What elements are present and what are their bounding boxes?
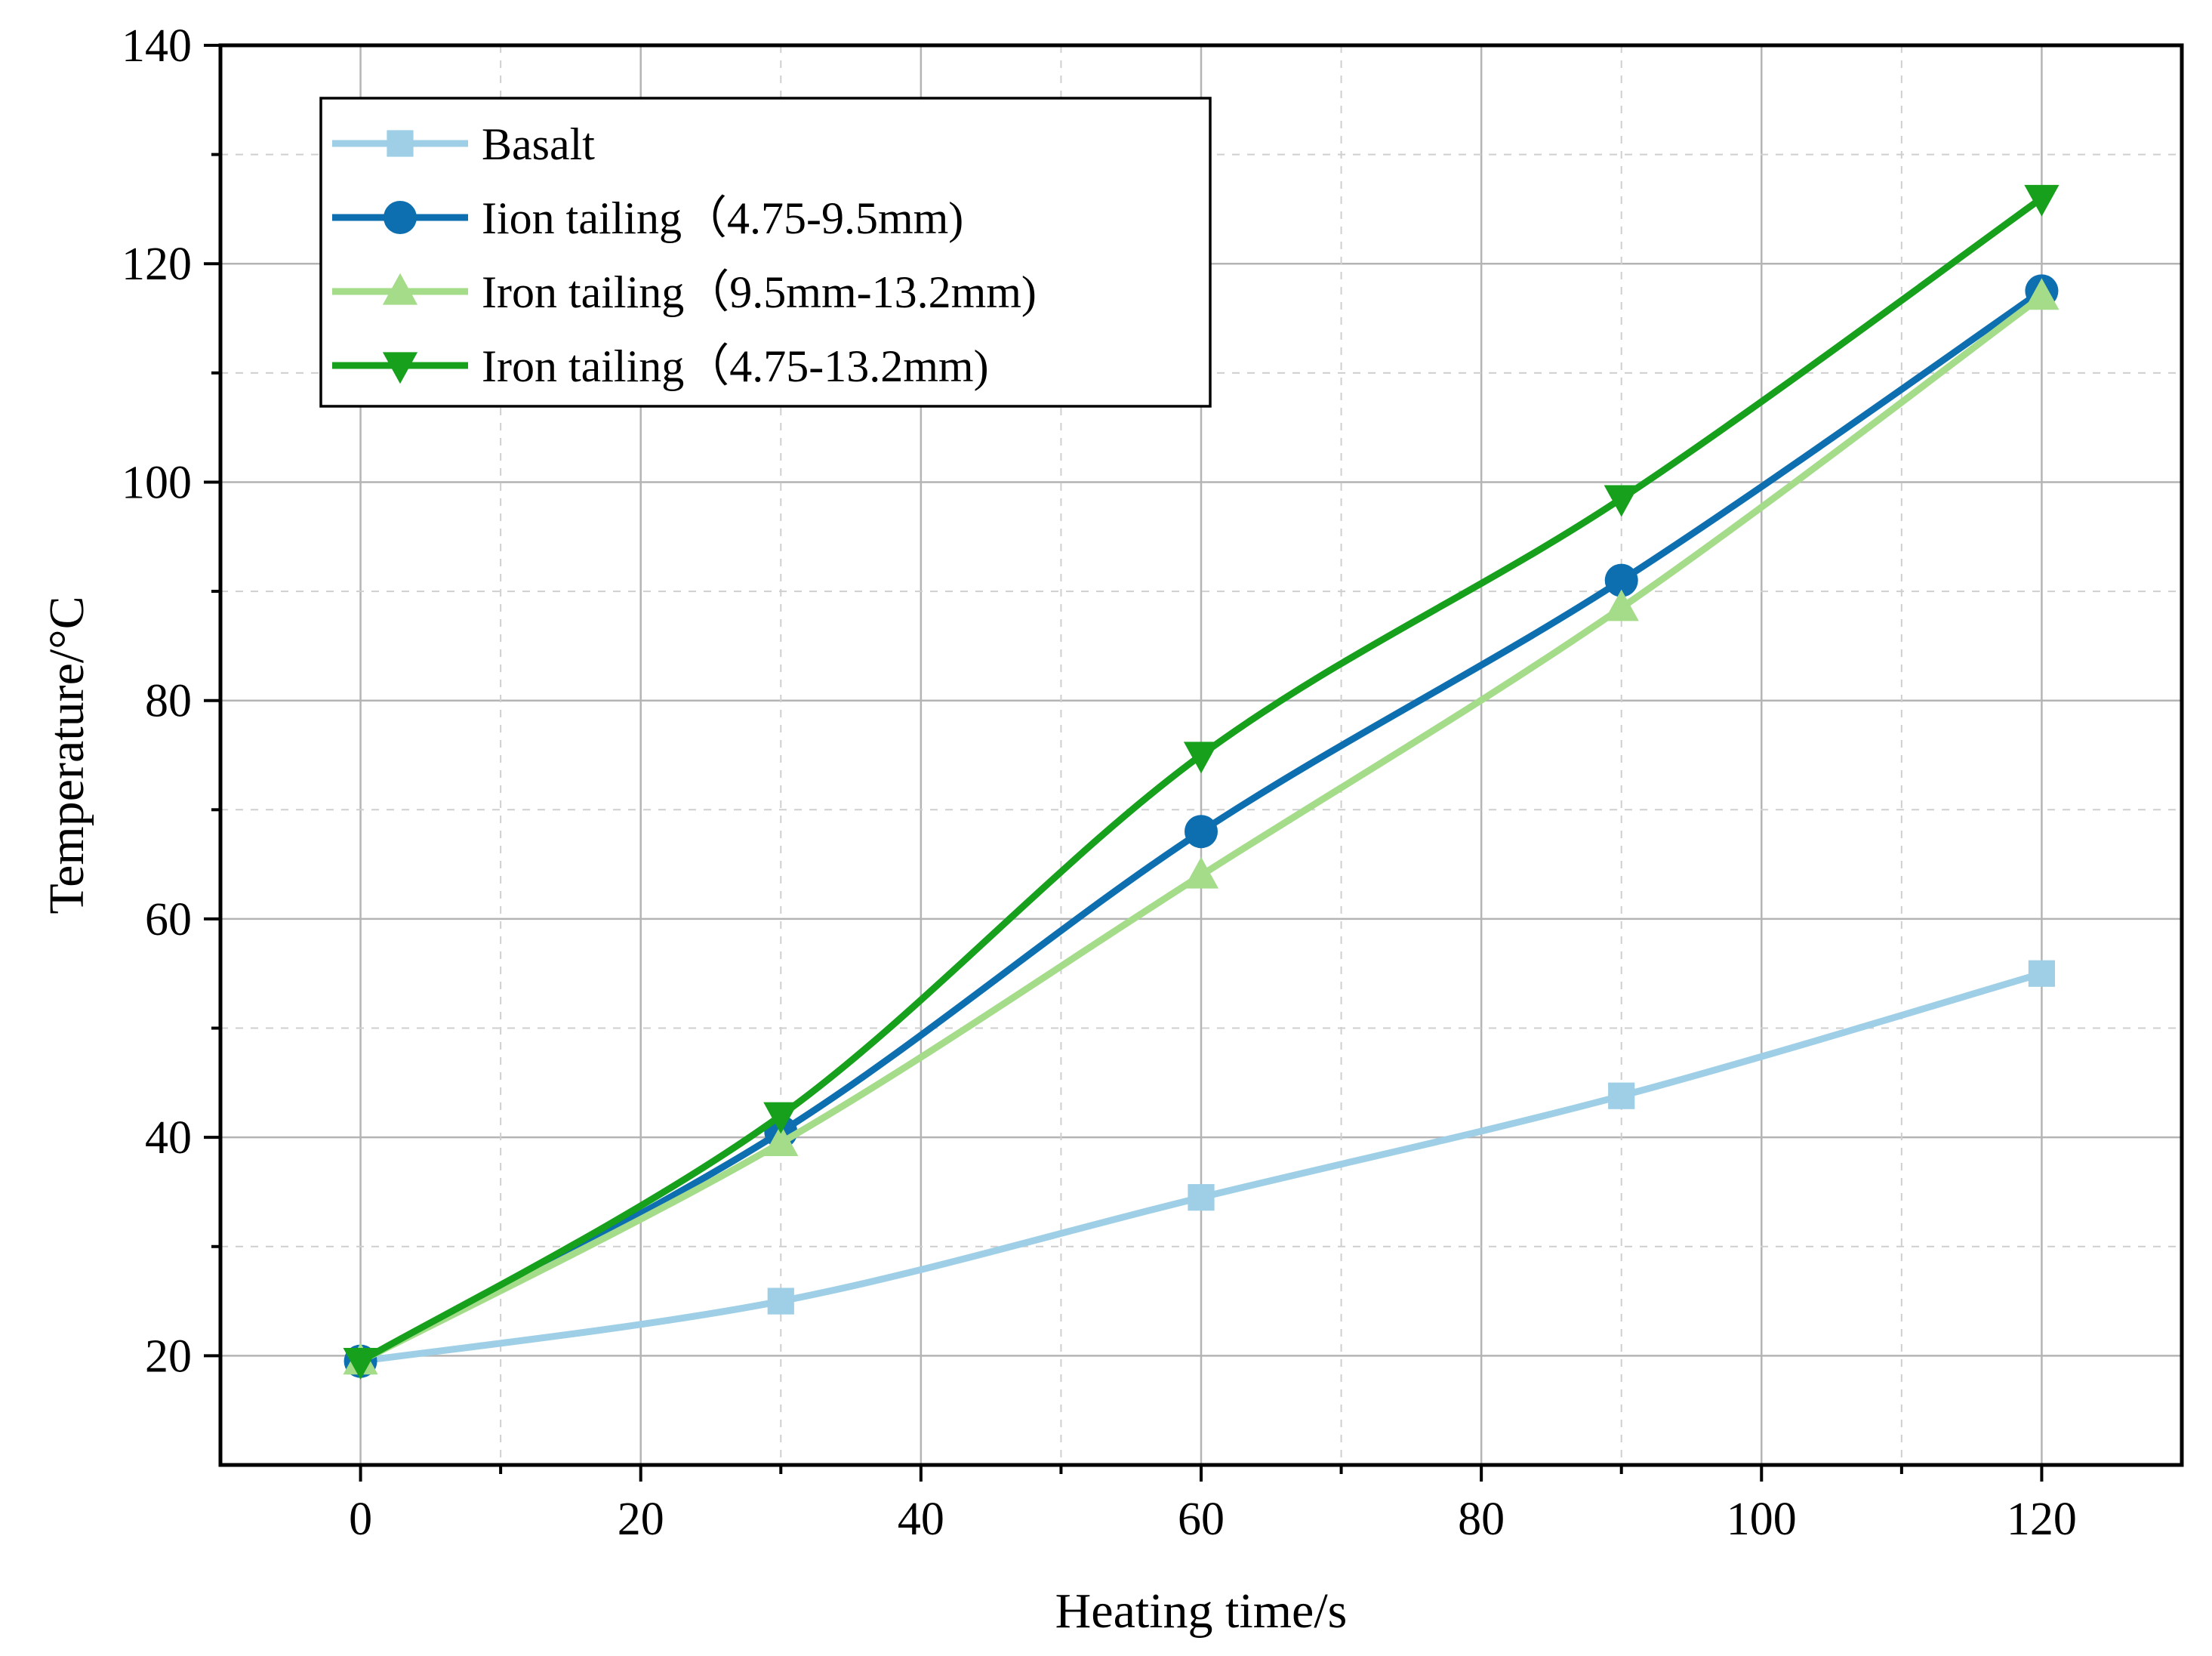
x-tick-label: 120 bbox=[2007, 1494, 2077, 1545]
series-3 bbox=[343, 184, 2060, 1380]
data-point bbox=[763, 1102, 799, 1134]
x-axis-title: Heating time/s bbox=[1055, 1584, 1348, 1639]
x-tick-label: 80 bbox=[1458, 1494, 1505, 1545]
data-point bbox=[2024, 184, 2060, 217]
data-point bbox=[767, 1287, 794, 1315]
legend-label: Iron tailing（9.5mm-13.2mm) bbox=[482, 267, 1037, 317]
legend-label: Iron tailing（4.75-13.2mm) bbox=[482, 341, 989, 391]
data-point bbox=[343, 1348, 378, 1380]
x-tick-label: 40 bbox=[898, 1494, 944, 1545]
legend-label: Basalt bbox=[482, 119, 595, 169]
y-tick-label: 100 bbox=[122, 457, 192, 508]
x-tick-label: 20 bbox=[618, 1494, 664, 1545]
data-point bbox=[2024, 278, 2060, 310]
y-tick-label: 40 bbox=[145, 1112, 192, 1164]
legend-marker bbox=[382, 273, 418, 305]
data-point bbox=[1604, 485, 1639, 517]
y-tick-label: 140 bbox=[122, 20, 192, 72]
y-axis-title: Temperature/°C bbox=[39, 596, 94, 914]
legend-marker bbox=[387, 130, 414, 157]
legend-marker bbox=[382, 352, 418, 384]
legend-marker bbox=[384, 201, 417, 234]
data-point bbox=[1188, 1184, 1215, 1211]
data-point bbox=[1608, 1082, 1635, 1109]
data-point bbox=[2028, 960, 2056, 987]
series-layer bbox=[343, 184, 2060, 1380]
y-tick-label: 60 bbox=[145, 894, 192, 945]
legend-box bbox=[319, 97, 1212, 408]
data-point bbox=[1183, 856, 1219, 889]
data-point bbox=[763, 1124, 799, 1156]
data-point bbox=[1604, 589, 1639, 621]
data-point bbox=[1604, 563, 1638, 597]
data-point bbox=[1183, 742, 1219, 774]
y-tick-label: 20 bbox=[145, 1331, 192, 1382]
x-tick-label: 60 bbox=[1178, 1494, 1225, 1545]
data-point bbox=[1185, 815, 1218, 849]
legend-label: Iion tailing（4.75-9.5mm) bbox=[482, 193, 963, 243]
x-tick-label: 0 bbox=[349, 1494, 372, 1545]
x-tick-label: 100 bbox=[1727, 1494, 1797, 1545]
axes: 0 20 40 60 80 100 120 20 40 60 80 100 120 140 bbox=[122, 20, 2077, 1545]
y-tick-label: 120 bbox=[122, 239, 192, 290]
legend: Basalt Iion tailing（4.75-9.5mm) Iron taili… bbox=[319, 97, 1212, 408]
y-tick-label: 80 bbox=[145, 676, 192, 727]
